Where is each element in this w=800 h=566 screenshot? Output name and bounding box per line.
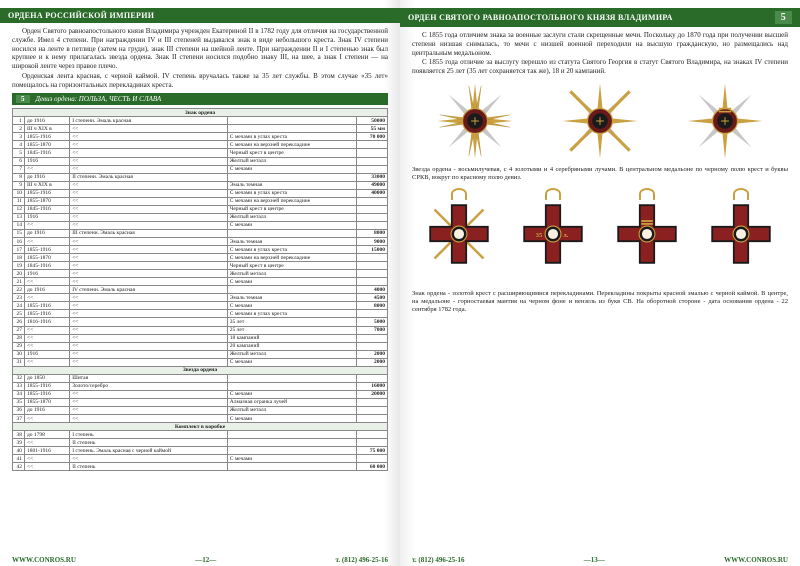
cross-medal-1 [423, 188, 495, 284]
table-row: 241855-1916<<С мечами8000 [13, 302, 388, 310]
table-body-6: 38до 1798I степень39<<II степень401801-1… [13, 431, 388, 471]
section-set: Комплект в коробке [13, 423, 388, 431]
table-row: 14<<<<С мечами [13, 221, 388, 229]
table-row: 22до 1916IV степени. Эмаль красная4000 [13, 286, 388, 294]
table-row: 31<<<<С мечами2000 [13, 358, 388, 366]
right-para2: С 1855 года отличие за выслугу перешло и… [412, 58, 788, 76]
right-footer: т. (812) 496-25-16 —13— WWW.CONROS.RU [412, 556, 788, 564]
right-url: WWW.CONROS.RU [724, 556, 788, 564]
table-row: 37<<<<С мечами [13, 415, 388, 423]
table-row: 16<<<<Эмаль темная9000 [13, 238, 388, 246]
right-body: С 1855 года отличием знака за военные за… [412, 31, 788, 76]
table-row: 38до 1798I степень [13, 431, 388, 439]
cross-medal-4 [705, 188, 777, 284]
table-row: 21<<<<С мечами [13, 278, 388, 286]
star-medal-1 [436, 82, 514, 160]
left-pagenum: —12— [195, 556, 216, 564]
table-body-1: 1до 1916I степени. Эмаль красная500002II… [13, 117, 388, 173]
table-row: 51845-1916<<Черный крест в центре [13, 149, 388, 157]
table-row: 1до 1916I степени. Эмаль красная50000 [13, 117, 388, 125]
caption-crosses: Знак ордена - золотой крест с расширяющи… [412, 290, 788, 314]
table-row: 29<<<<20 кампаний [13, 342, 388, 350]
cross-medal-2: 35 л. [517, 188, 589, 284]
left-para1: Орден Святого равноапостольного князя Вл… [12, 27, 388, 71]
table-row: 23<<<<Эмаль темная4500 [13, 294, 388, 302]
table-body-3: 15до 1916III степени. Эмаль красная80001… [13, 229, 388, 285]
table-row: 171855-1916<<С мечами в углах креста1500… [13, 246, 388, 254]
table-row: 251855-1916<<С мечами в углах креста [13, 310, 388, 318]
left-url: WWW.CONROS.RU [12, 556, 76, 564]
table-row: 41<<<<С мечами [13, 455, 388, 463]
left-phone: т. (812) 496-25-16 [335, 556, 388, 564]
motto-bar: 5 Девиз ордена: ПОЛЬЗА, ЧЕСТЬ И СЛАВА [12, 93, 388, 105]
section-star: Звезда ордена [13, 366, 388, 374]
table-row: 2III ч XIX в<<55 мм [13, 125, 388, 133]
motto-text: Девиз ордена: ПОЛЬЗА, ЧЕСТЬ И СЛАВА [36, 95, 162, 103]
cross-medal-3 [611, 188, 683, 284]
right-header: ОРДЕН СВЯТОГО РАВНОАПОСТОЛЬНОГО КНЯЗЯ ВЛ… [400, 8, 800, 27]
table-row: 7<<<<С мечами [13, 165, 388, 173]
table-row: 111855-1870<<С мечами на верхней перекла… [13, 197, 388, 205]
table-body-5: 32до 1850Шитая331855-1916Золото/серебро1… [13, 374, 388, 422]
table-row: 331855-1916Золото/серебро16000 [13, 382, 388, 390]
star-medals-row [412, 82, 788, 160]
cross-medals-row: 35 л. [412, 188, 788, 284]
catalog-table: Знак ордена 1до 1916I степени. Эмаль кра… [12, 108, 388, 471]
table-row: 9III ч XIX в<<Эмаль темная49000 [13, 181, 388, 189]
left-page: ОРДЕНА РОССИЙСКОЙ ИМПЕРИИ Орден Святого … [0, 0, 400, 566]
table-row: 131916<<Желтый металл [13, 213, 388, 221]
table-row: 41855-1870<<С мечами на верхней переклад… [13, 141, 388, 149]
left-header: ОРДЕНА РОССИЙСКОЙ ИМПЕРИИ [0, 8, 400, 23]
right-para1: С 1855 года отличием знака за военные за… [412, 31, 788, 57]
table-row: 201916<<Желтый металл [13, 270, 388, 278]
table-row: 42<<II степень60 000 [13, 463, 388, 471]
motto-num: 5 [16, 95, 30, 103]
left-header-title: ОРДЕНА РОССИЙСКОЙ ИМПЕРИИ [8, 11, 154, 20]
caption-stars: Звезда ордена - восьмилучевая, с 4 золот… [412, 166, 788, 182]
table-body-2: 8до 1916II степени. Эмаль красная330009I… [13, 173, 388, 229]
table-row: 8до 1916II степени. Эмаль красная33000 [13, 173, 388, 181]
table-row: 401801-1916I степень. Эмаль красная с че… [13, 447, 388, 455]
table-row: 121845-1916<<Черный крест в центре [13, 205, 388, 213]
right-pagenum: —13— [584, 556, 605, 564]
table-row: 261816-1916<<35 лет5000 [13, 318, 388, 326]
table-row: 32до 1850Шитая [13, 374, 388, 382]
left-para2: Орденская лента красная, с черной каймой… [12, 72, 388, 90]
table-body-4: 22до 1916IV степени. Эмаль красная400023… [13, 286, 388, 366]
table-row: 36до 1916<<Желтый металл [13, 406, 388, 414]
svg-text:35: 35 [536, 232, 542, 239]
table-row: 31855-1916<<С мечами в углах креста70 00… [13, 133, 388, 141]
table-row: 341855-1916<<С мечами20000 [13, 390, 388, 398]
star-medal-2 [561, 82, 639, 160]
table-row: 181855-1870<<С мечами на верхней перекла… [13, 254, 388, 262]
left-footer: WWW.CONROS.RU —12— т. (812) 496-25-16 [12, 556, 388, 564]
svg-text:л.: л. [563, 232, 569, 239]
table-row: 301916<<Желтый металл2000 [13, 350, 388, 358]
right-phone: т. (812) 496-25-16 [412, 556, 465, 564]
right-page: ОРДЕН СВЯТОГО РАВНОАПОСТОЛЬНОГО КНЯЗЯ ВЛ… [400, 0, 800, 566]
table-row: 27<<<<25 лет7000 [13, 326, 388, 334]
table-row: 351855-1870<<Алмазная огранка лучей [13, 398, 388, 406]
right-header-title: ОРДЕН СВЯТОГО РАВНОАПОСТОЛЬНОГО КНЯЗЯ ВЛ… [408, 13, 673, 22]
table-row: 39<<II степень [13, 439, 388, 447]
table-row: 191845-1916<<Черный крест в центре [13, 262, 388, 270]
right-chapter-num: 5 [775, 11, 792, 24]
table-row: 28<<<<18 кампаний [13, 334, 388, 342]
table-row: 101855-1916<<С мечами в углах креста4000… [13, 189, 388, 197]
book-spread: ОРДЕНА РОССИЙСКОЙ ИМПЕРИИ Орден Святого … [0, 0, 800, 566]
section-badge: Знак ордена [13, 109, 388, 117]
table-row: 61916<<Желтый металл [13, 157, 388, 165]
table-row: 15до 1916III степени. Эмаль красная8000 [13, 229, 388, 237]
left-body: Орден Святого равноапостольного князя Вл… [12, 27, 388, 89]
star-medal-3 [686, 82, 764, 160]
